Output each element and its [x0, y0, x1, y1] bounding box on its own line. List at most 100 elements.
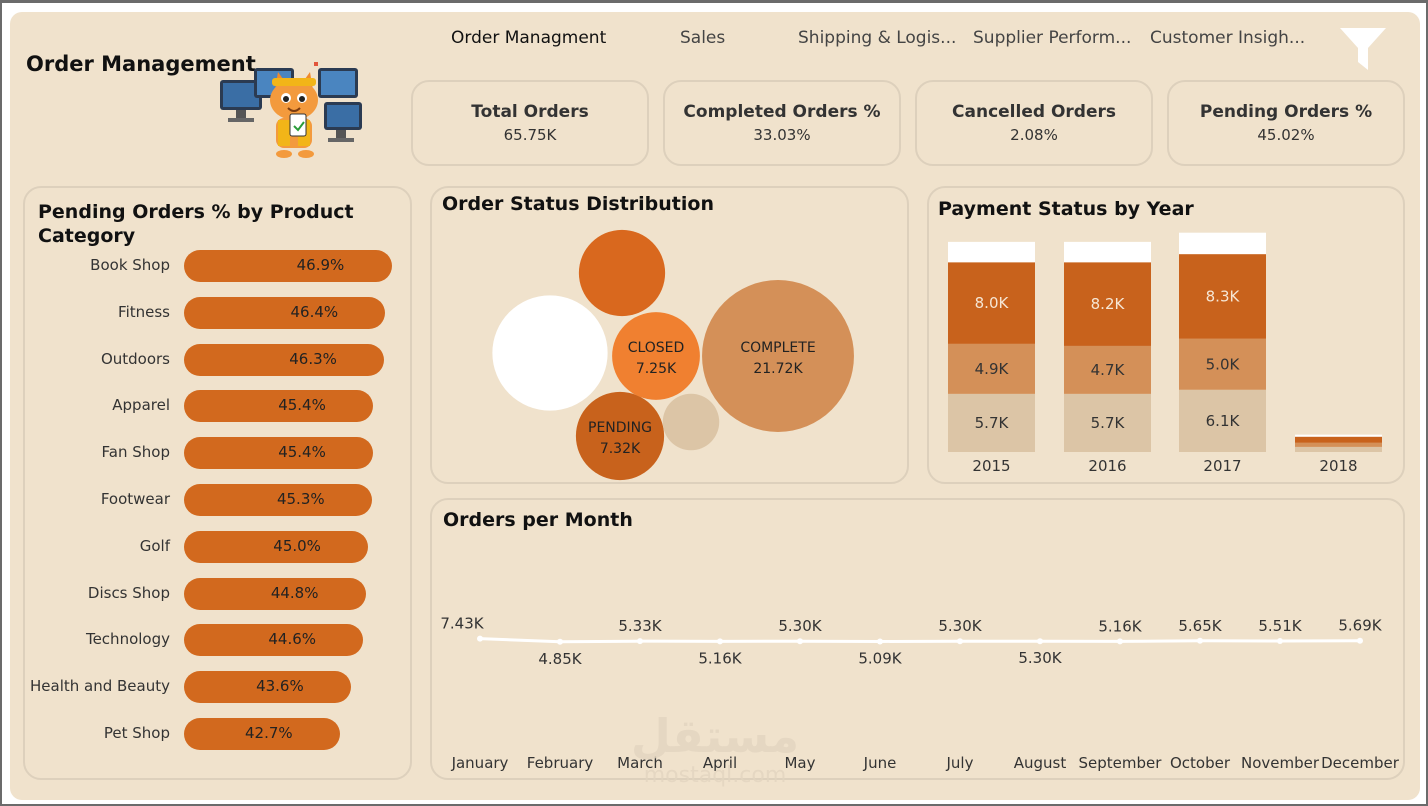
- point-value-label: 5.30K: [778, 617, 822, 635]
- kpi-cancelled-orders: Cancelled Orders 2.08%: [915, 80, 1153, 166]
- stacked-bar-segment: [1179, 389, 1266, 452]
- category-bar: [184, 530, 369, 563]
- page-title: Order Management: [26, 52, 256, 76]
- kpi-value: 65.75K: [503, 126, 557, 144]
- tab-sales[interactable]: Sales: [680, 28, 726, 48]
- line-chart: 7.43K January 4.85K February 5.33K March 5.16K…: [440, 615, 1400, 772]
- month-tick-label: October: [1170, 754, 1231, 772]
- segment-value-label: 6.1K: [1206, 412, 1241, 430]
- bar-value-label: 44.8%: [270, 583, 319, 602]
- kpi-label: Completed Orders %: [683, 102, 881, 122]
- category-bar: [184, 437, 374, 470]
- status-bubble: [575, 391, 665, 481]
- line-point: [797, 638, 803, 645]
- tab-order-management[interactable]: Order Managment: [451, 28, 607, 48]
- category-label: Outdoors: [100, 349, 170, 368]
- line-point: [557, 638, 563, 645]
- segment-value-label: 4.9K: [975, 360, 1010, 378]
- line-point: [637, 638, 643, 645]
- category-bar: [184, 624, 364, 657]
- stacked-bar-segment: [1295, 434, 1382, 437]
- stacked-bar-segment: [948, 241, 1035, 263]
- point-value-label: 4.85K: [538, 650, 582, 668]
- category-label: Golf: [139, 536, 170, 555]
- month-tick-label: June: [863, 754, 897, 772]
- bar-value-label: 43.6%: [256, 677, 304, 696]
- month-tick-label: July: [946, 754, 974, 772]
- category-label: Health and Beauty: [30, 677, 170, 696]
- category-label: Technology: [85, 630, 170, 649]
- month-tick-label: March: [617, 754, 663, 772]
- month-tick-label: November: [1241, 754, 1320, 772]
- point-value-label: 5.30K: [1018, 649, 1062, 667]
- month-tick-label: April: [703, 754, 737, 772]
- year-tick-label: 2018: [1319, 457, 1357, 475]
- stacked-bar-segment: [948, 393, 1035, 452]
- month-tick-label: December: [1321, 754, 1400, 772]
- year-tick-label: 2017: [1203, 457, 1241, 475]
- segment-value-label: 8.3K: [1206, 287, 1241, 305]
- cat-mascot-illustration: [220, 62, 362, 158]
- point-value-label: 5.09K: [858, 649, 902, 667]
- month-tick-label: February: [527, 754, 594, 772]
- category-bar: [184, 296, 386, 329]
- category-bar: [184, 577, 366, 610]
- bar-value-label: 46.9%: [296, 256, 345, 274]
- category-bar: [184, 390, 374, 423]
- bubble-status-label: CLOSED: [628, 340, 685, 356]
- chart-title: Pending Orders % by Product Category: [38, 201, 354, 247]
- segment-value-label: 5.7K: [975, 414, 1010, 432]
- kpi-value: 2.08%: [1010, 126, 1058, 144]
- stacked-bar-segment: [1179, 232, 1266, 255]
- status-bubble: [662, 393, 720, 451]
- bar-value-label: 42.7%: [245, 724, 293, 742]
- bubble-status-label: COMPLETE: [740, 340, 815, 356]
- point-value-label: 5.51K: [1258, 617, 1302, 635]
- category-label: Footwear: [100, 490, 170, 508]
- status-bubble: [612, 312, 700, 400]
- bar-value-label: 45.4%: [278, 443, 326, 462]
- point-value-label: 5.16K: [1098, 617, 1142, 635]
- stacked-bar-segment: [1295, 442, 1382, 447]
- tab-supplier-performance[interactable]: Supplier Perform...: [973, 28, 1132, 48]
- point-value-label: 5.69K: [1338, 617, 1382, 635]
- line-point: [477, 635, 483, 642]
- category-bar: [184, 718, 341, 750]
- kpi-completed-orders: Completed Orders % 33.03%: [663, 80, 901, 166]
- bubble-value-label: 21.72K: [753, 361, 803, 377]
- chart-title: Orders per Month: [443, 509, 633, 531]
- status-bubble: [578, 229, 666, 317]
- segment-value-label: 5.7K: [1091, 414, 1126, 432]
- line-point: [957, 638, 963, 645]
- tab-shipping-logistics[interactable]: Shipping & Logis...: [798, 28, 957, 48]
- segment-value-label: 4.7K: [1091, 361, 1126, 379]
- category-label: Fan Shop: [101, 443, 170, 462]
- month-tick-label: September: [1079, 754, 1163, 772]
- line-point: [877, 638, 883, 645]
- panel-orders-per-month: Orders per Month 7.43K January 4.85K Februa…: [430, 498, 1405, 780]
- svg-text:mostaql.com: mostaql.com: [644, 763, 787, 788]
- point-value-label: 5.16K: [698, 649, 742, 667]
- stacked-bar-segment: [948, 343, 1035, 394]
- bar-value-label: 45.4%: [278, 396, 326, 415]
- funnel-filter-icon[interactable]: [1338, 24, 1388, 72]
- bar-value-label: 46.3%: [289, 349, 337, 368]
- bar-value-label: 45.3%: [276, 490, 325, 508]
- category-bar: [184, 250, 392, 282]
- line-point: [1117, 638, 1123, 645]
- line-point: [1197, 637, 1203, 644]
- tab-customer-insights[interactable]: Customer Insigh...: [1150, 28, 1306, 48]
- stacked-bar-segment: [1295, 446, 1382, 452]
- category-bar: [184, 343, 385, 376]
- stacked-bar-segment: [1295, 436, 1382, 443]
- line-point: [1357, 637, 1363, 644]
- line-point: [717, 638, 723, 645]
- category-label: Fitness: [118, 302, 170, 321]
- stacked-bar-chart: 5.7K 4.9K 8.0K 2015 5.7K 4.7K 8.2K 2016 6.1K 5.0K…: [948, 232, 1382, 475]
- category-label: Pet Shop: [103, 724, 170, 742]
- status-bubble: [702, 280, 854, 432]
- point-value-label: 5.30K: [938, 617, 982, 635]
- line-point: [1277, 637, 1283, 644]
- chart-title: Payment Status by Year: [938, 198, 1194, 220]
- point-value-label: 5.65K: [1178, 617, 1222, 635]
